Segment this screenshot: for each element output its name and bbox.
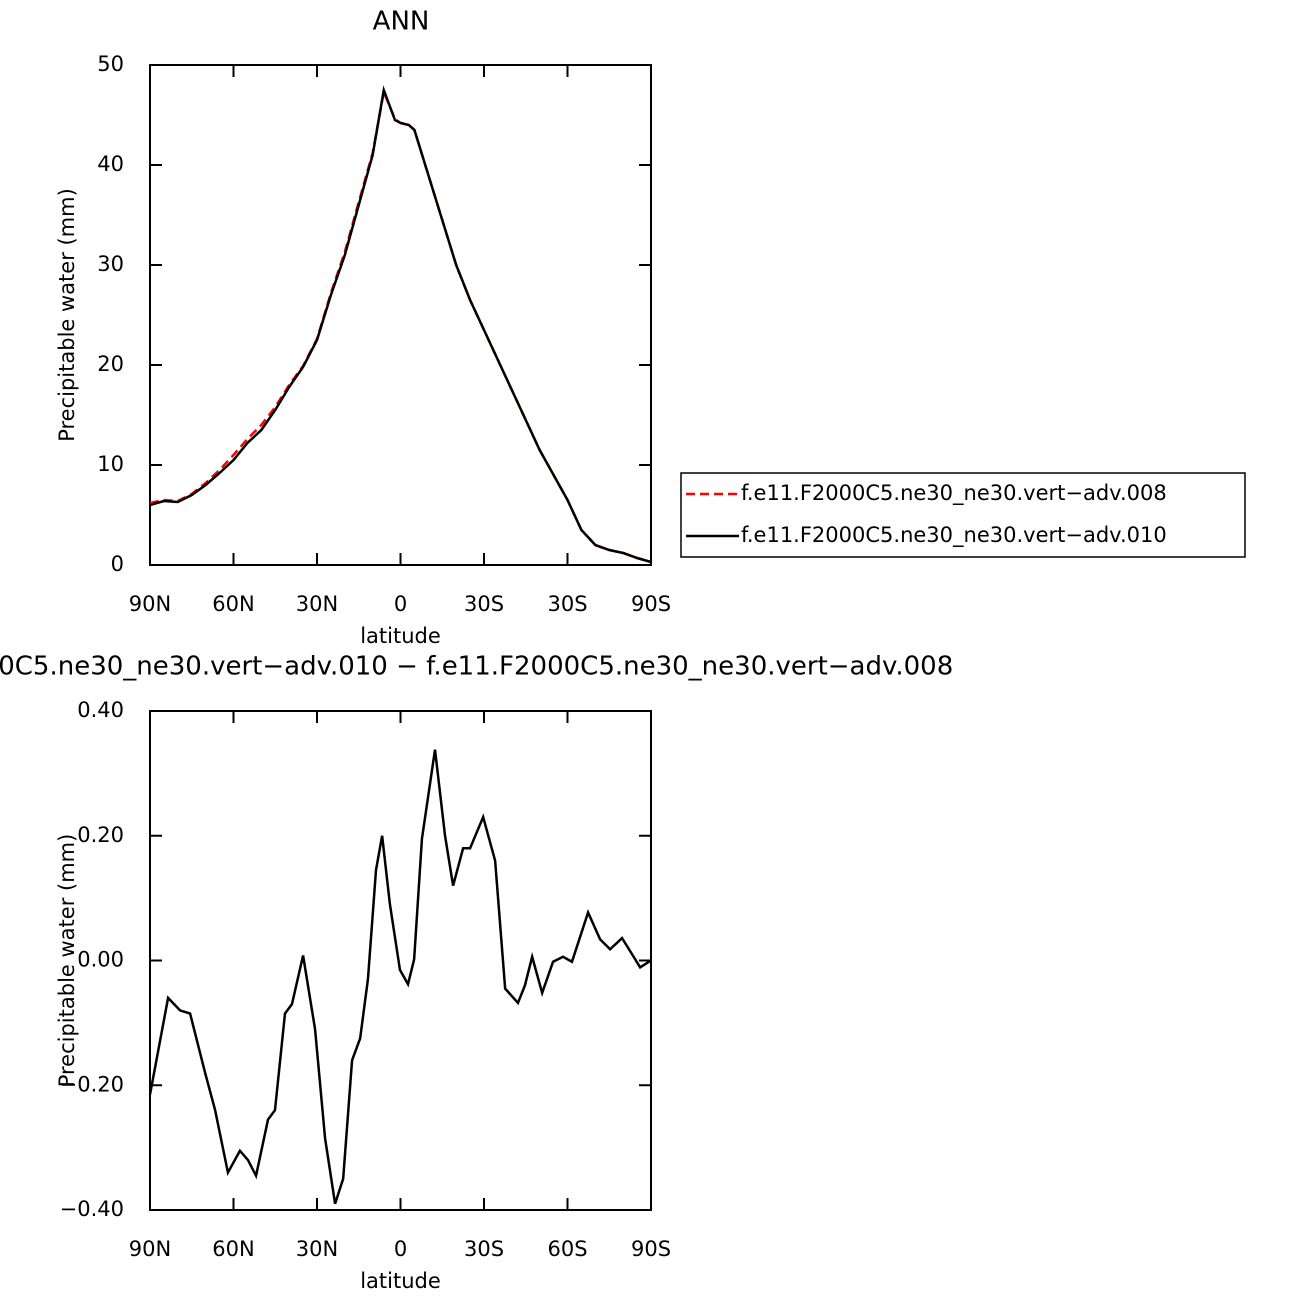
legend-label: f.e11.F2000C5.ne30_ne30.vert−adv.008 [741, 481, 1167, 506]
y-tick-label: 50 [97, 52, 124, 76]
x-tick-label: 60N [212, 592, 254, 616]
y-tick-label: −0.20 [60, 1072, 124, 1096]
y-tick-label: 0 [111, 552, 124, 576]
x-tick-label: 30N [296, 592, 338, 616]
x-tick-label: 30S [464, 1237, 504, 1261]
x-tick-label: 0 [394, 1237, 407, 1261]
x-tick-label: 30S [464, 592, 504, 616]
y-tick-label: 0.20 [77, 823, 124, 847]
y-axis-label: Precipitable water (mm) [55, 834, 79, 1088]
legend-label: f.e11.F2000C5.ne30_ne30.vert−adv.010 [741, 523, 1167, 548]
y-tick-label: 0.40 [77, 698, 124, 722]
x-tick-label: 60S [547, 1237, 587, 1261]
y-tick-label: 30 [97, 252, 124, 276]
y-tick-label: 20 [97, 352, 124, 376]
chart-title: f.e11.F2000C5.ne30_ne30.vert−adv.010 − f… [0, 652, 953, 682]
y-tick-label: −0.40 [60, 1197, 124, 1221]
data-line [149, 87, 652, 564]
legend-box [680, 472, 1246, 558]
chart-title: ANN [373, 7, 430, 37]
x-axis-label: latitude [360, 624, 441, 648]
y-axis-label: Precipitable water (mm) [55, 188, 79, 442]
x-axis-label: latitude [360, 1269, 441, 1293]
x-tick-label: 90N [129, 592, 171, 616]
y-tick-label: 0.00 [77, 948, 124, 972]
x-tick-label: 0 [394, 592, 407, 616]
data-line [149, 85, 652, 564]
plot-frame [149, 710, 652, 1211]
x-tick-label: 60N [212, 1237, 254, 1261]
x-tick-label: 30N [296, 1237, 338, 1261]
x-tick-label: 90S [631, 592, 671, 616]
y-tick-label: 40 [97, 152, 124, 176]
x-tick-label: 30S [547, 592, 587, 616]
data-line [148, 749, 652, 1205]
x-tick-label: 90N [129, 1237, 171, 1261]
x-tick-label: 90S [631, 1237, 671, 1261]
y-tick-label: 10 [97, 452, 124, 476]
plot-frame [149, 64, 652, 566]
